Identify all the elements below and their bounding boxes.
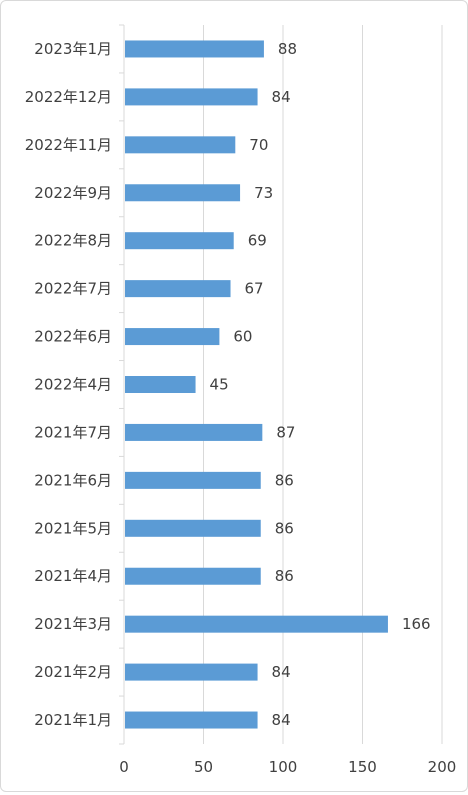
category-label: 2022年11月 xyxy=(25,136,112,154)
data-label: 88 xyxy=(278,40,297,58)
category-label: 2021年5月 xyxy=(34,519,112,537)
data-label: 67 xyxy=(245,280,264,298)
data-label: 86 xyxy=(275,519,294,537)
bar xyxy=(125,519,261,537)
category-label: 2022年9月 xyxy=(34,184,112,202)
category-label: 2022年8月 xyxy=(34,232,112,250)
data-label: 73 xyxy=(254,184,273,202)
category-label: 2021年2月 xyxy=(34,663,112,681)
bar xyxy=(125,232,234,250)
category-label: 2021年7月 xyxy=(34,423,112,441)
category-label: 2022年7月 xyxy=(34,280,112,298)
bar xyxy=(125,711,258,729)
bar xyxy=(125,40,264,58)
x-tick-label: 50 xyxy=(194,758,213,776)
category-label: 2022年12月 xyxy=(25,88,112,106)
bar xyxy=(125,88,258,106)
x-tick-label: 150 xyxy=(348,758,377,776)
category-label: 2021年1月 xyxy=(34,711,112,729)
bar xyxy=(125,471,261,489)
bar xyxy=(125,615,388,633)
data-label: 84 xyxy=(272,663,291,681)
bar xyxy=(125,328,220,346)
bar xyxy=(125,376,196,393)
bar xyxy=(125,184,241,202)
category-label: 2022年4月 xyxy=(34,376,112,394)
x-tick-label: 100 xyxy=(269,758,298,776)
bar xyxy=(125,136,236,154)
data-label: 84 xyxy=(272,711,291,729)
bar xyxy=(125,423,263,441)
data-label: 70 xyxy=(249,136,268,154)
bar xyxy=(125,567,261,585)
data-label: 84 xyxy=(272,88,291,106)
category-label: 2021年6月 xyxy=(34,471,112,489)
bar xyxy=(125,280,231,298)
category-label: 2021年3月 xyxy=(34,615,112,633)
data-label: 86 xyxy=(275,471,294,489)
data-label: 166 xyxy=(402,615,431,633)
category-label: 2021年4月 xyxy=(34,567,112,585)
data-label: 87 xyxy=(276,423,295,441)
x-tick-label: 200 xyxy=(428,758,457,776)
x-tick-label: 0 xyxy=(119,758,129,776)
data-label: 86 xyxy=(275,567,294,585)
category-label: 2022年6月 xyxy=(34,328,112,346)
data-label: 60 xyxy=(233,328,252,346)
bar xyxy=(125,663,258,681)
category-label: 2023年1月 xyxy=(34,40,112,58)
data-label: 45 xyxy=(210,376,229,394)
data-label: 69 xyxy=(248,232,267,250)
